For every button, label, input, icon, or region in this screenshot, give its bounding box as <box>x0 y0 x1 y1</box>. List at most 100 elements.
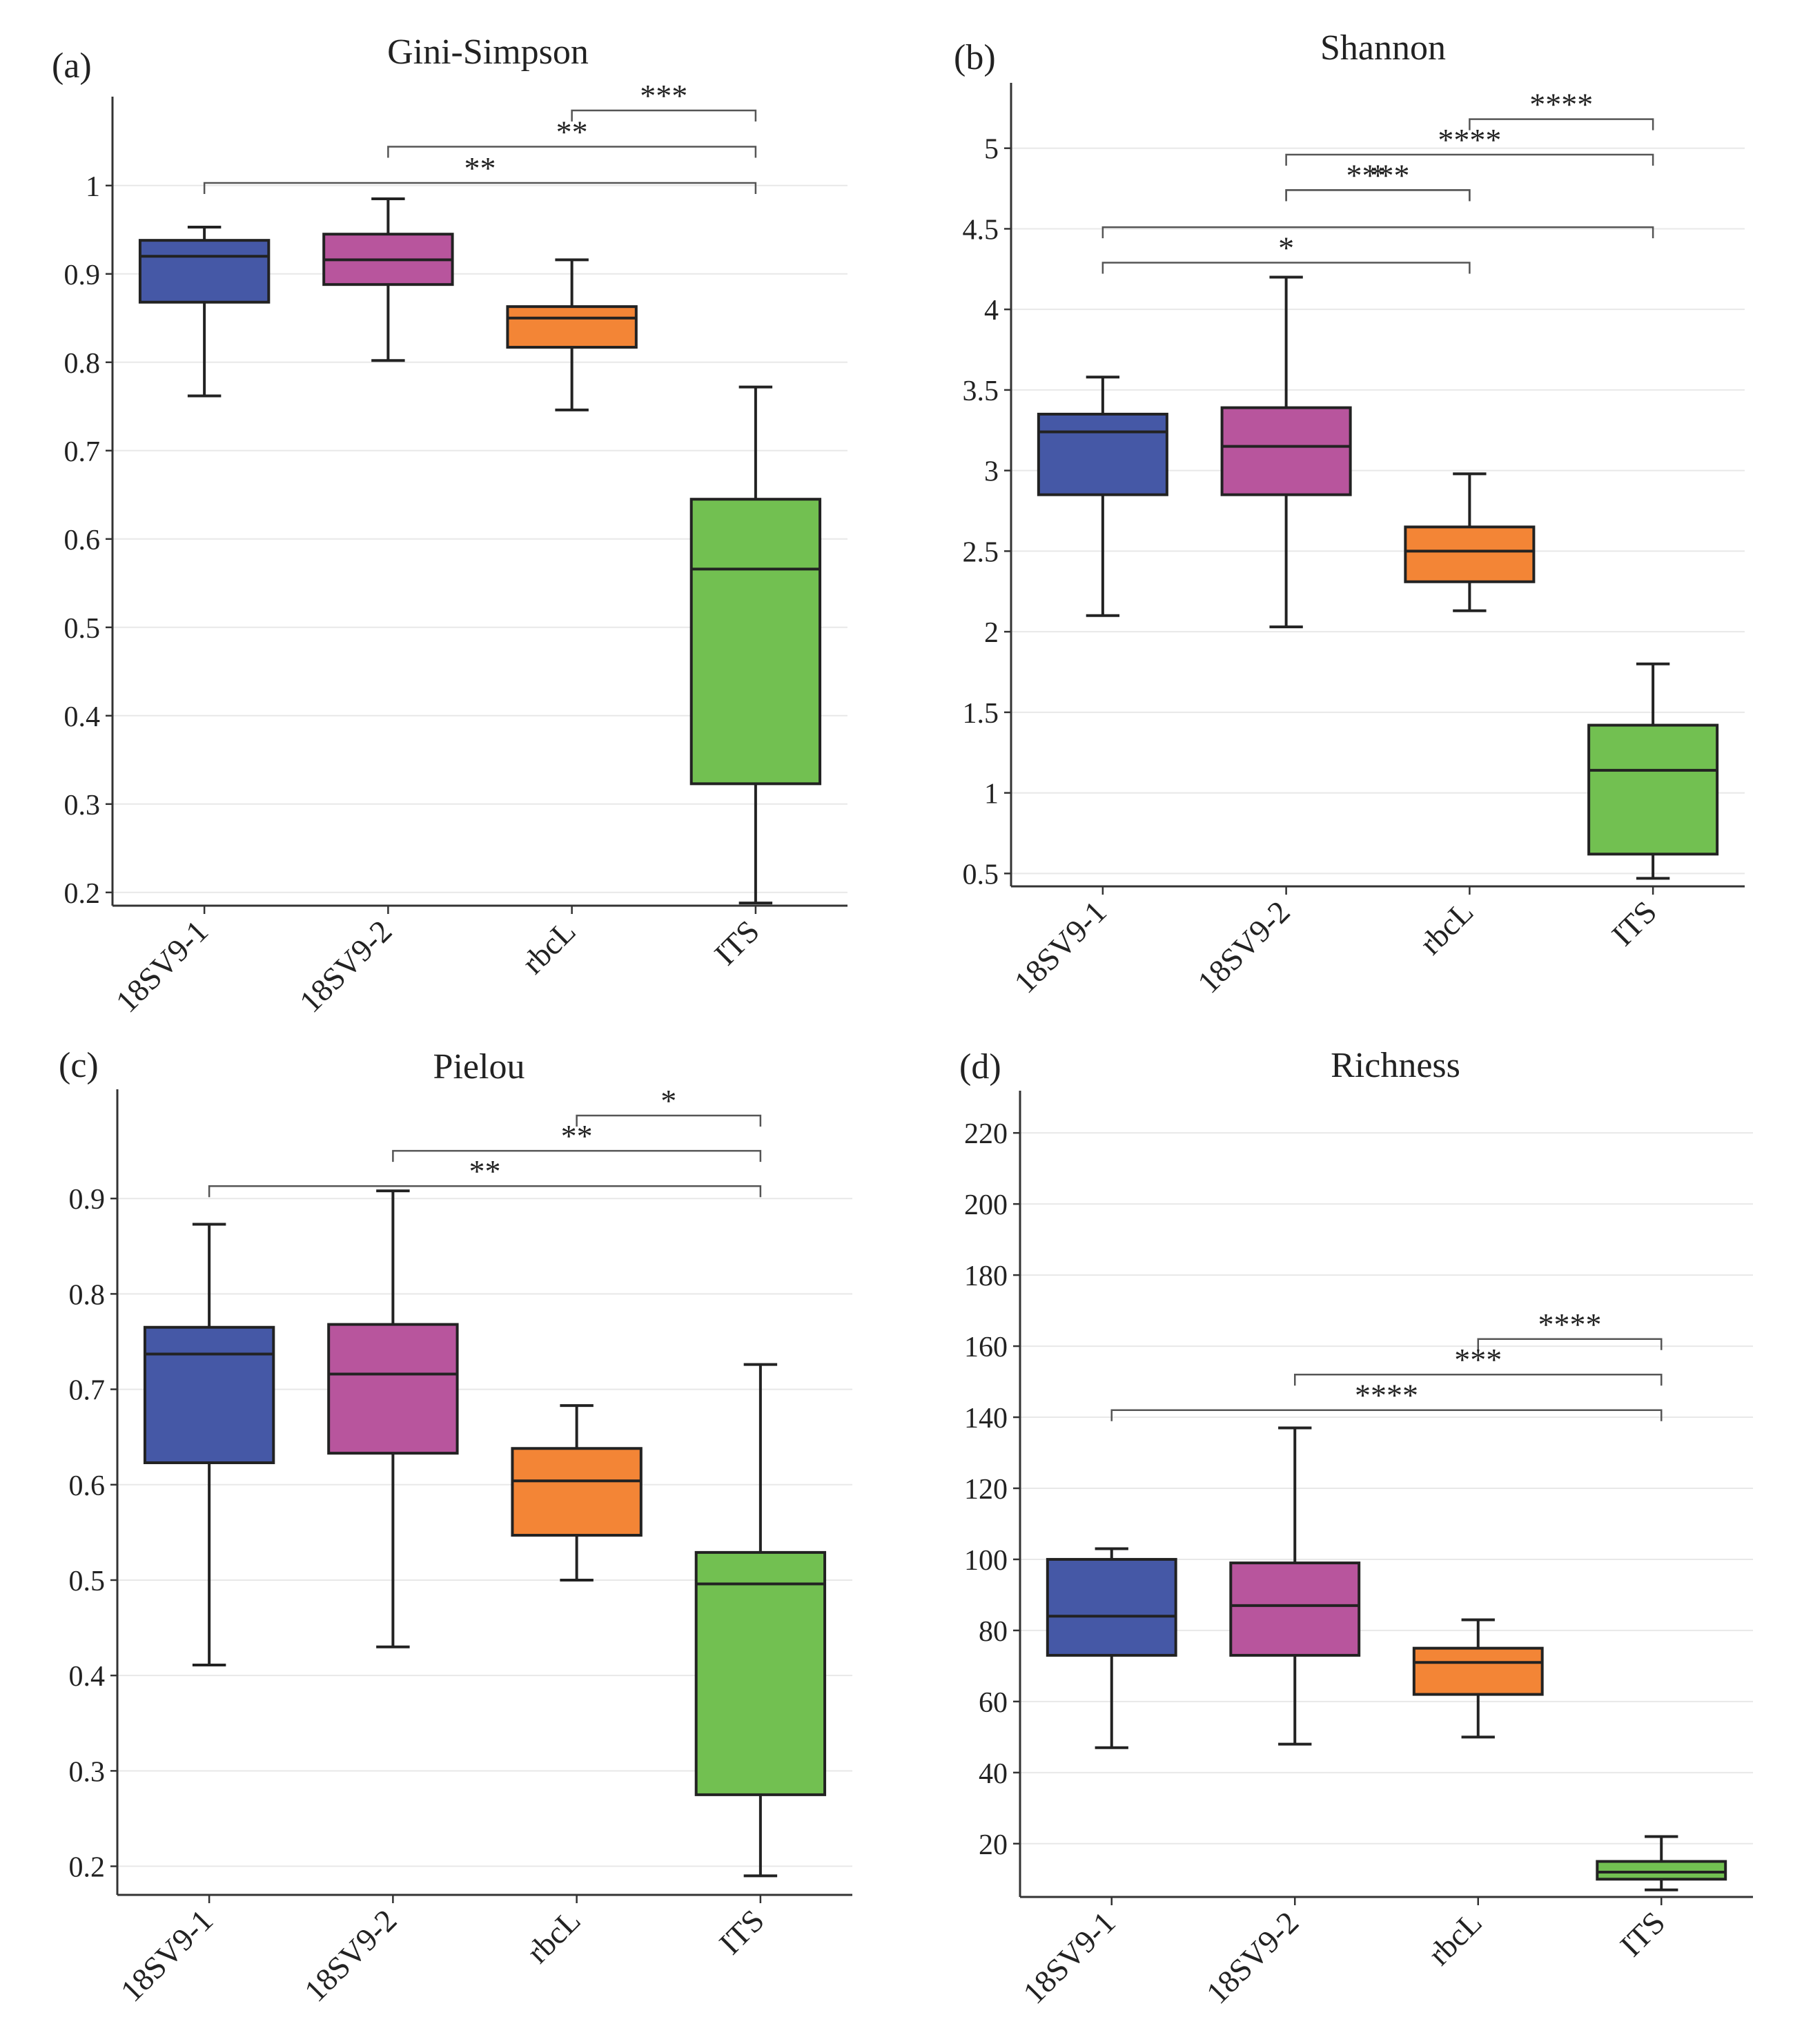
y-tick-label: 2 <box>984 617 999 649</box>
significance-bracket <box>203 182 757 194</box>
y-tick-label: 0.5 <box>69 1566 106 1597</box>
chart-title: Richness <box>1331 1046 1460 1085</box>
box-ITS <box>1596 1860 1727 1881</box>
box-18SV9-1 <box>1037 412 1168 496</box>
y-tick-label: 4 <box>984 295 999 327</box>
x-tick-label: 18SV9-1 <box>1007 894 1113 1000</box>
y-tick-label: 0.8 <box>64 348 101 380</box>
significance-bracket <box>1110 1409 1663 1421</box>
box-18SV9-2 <box>1229 1561 1361 1657</box>
box-rbcL <box>1412 1646 1544 1696</box>
significance-label: ** <box>464 150 496 186</box>
y-tick-label: 160 <box>964 1332 1008 1363</box>
x-tick-label: 18SV9-2 <box>297 1902 404 2009</box>
y-tick-label: 140 <box>964 1403 1008 1434</box>
box-18SV9-1 <box>143 1325 275 1464</box>
x-tick-label: rbcL <box>520 1902 587 1969</box>
significance-bracket <box>1294 1374 1663 1386</box>
significance-bracket <box>1101 226 1654 239</box>
significance-label: **** <box>1529 87 1593 122</box>
significance-label: **** <box>1438 122 1501 157</box>
significance-label: **** <box>1355 1378 1418 1413</box>
significance-label: ** <box>561 1118 593 1154</box>
x-tick-label: 18SV9-2 <box>1199 1905 1306 2011</box>
y-tick-label: 0.7 <box>69 1375 106 1407</box>
y-tick-label: 0.7 <box>64 436 101 468</box>
y-tick-label: 0.3 <box>69 1756 106 1788</box>
x-tick-label: 18SV9-2 <box>293 913 399 1020</box>
y-tick-label: 0.5 <box>64 613 101 645</box>
y-tick-label: 2.5 <box>963 536 999 568</box>
panel-label: (c) <box>59 1046 99 1085</box>
significance-bracket <box>387 146 757 158</box>
significance-bracket <box>576 1114 762 1127</box>
chart-title: Shannon <box>1320 28 1446 68</box>
y-tick-label: 100 <box>964 1545 1008 1577</box>
y-tick-label: 0.4 <box>64 701 101 733</box>
y-tick-label: 0.8 <box>69 1279 106 1311</box>
y-tick-label: 0.6 <box>69 1470 106 1502</box>
panel-b: (b) Shannon 0.5 1 1.5 2 2.5 3 3.5 4 4.5 5 18SV9-1 1… <box>954 28 1745 1000</box>
box-18SV9-1 <box>1046 1557 1177 1657</box>
box-ITS <box>694 1550 827 1796</box>
y-tick-label: 0.9 <box>69 1184 106 1216</box>
significance-bracket <box>1469 118 1654 130</box>
y-tick-label: 4.5 <box>963 214 999 246</box>
y-tick-label: 3.5 <box>963 376 999 407</box>
x-tick-label: rbcL <box>515 913 582 980</box>
significance-bracket <box>571 109 757 121</box>
significance-bracket <box>1285 153 1654 166</box>
y-tick-label: 20 <box>979 1829 1008 1861</box>
significance-label: **** <box>1346 157 1410 193</box>
significance-bracket <box>208 1185 762 1198</box>
y-tick-label: 180 <box>964 1261 1008 1292</box>
y-tick-label: 120 <box>964 1474 1008 1506</box>
chart-title: Gini-Simpson <box>387 32 589 72</box>
box-rbcL <box>511 1447 643 1537</box>
significance-label: * <box>1278 230 1294 265</box>
significance-bracket <box>1101 262 1471 274</box>
y-tick-label: 0.2 <box>69 1852 106 1884</box>
x-tick-label: ITS <box>1613 1905 1672 1963</box>
y-tick-label: 0.2 <box>64 878 101 910</box>
x-tick-label: ITS <box>712 1902 771 1961</box>
panel-label: (b) <box>954 38 996 77</box>
y-tick-label: 1 <box>86 171 100 203</box>
y-tick-label: 0.3 <box>64 790 101 821</box>
significance-bracket <box>1285 189 1471 202</box>
significance-label: * <box>660 1083 676 1118</box>
y-tick-label: 60 <box>979 1687 1008 1719</box>
panel-label: (a) <box>52 46 92 86</box>
x-tick-label: ITS <box>1605 894 1663 953</box>
y-tick-label: 0.6 <box>64 525 101 556</box>
x-tick-label: 18SV9-1 <box>1016 1905 1122 2011</box>
y-tick-label: 5 <box>984 134 999 166</box>
y-tick-label: 40 <box>979 1758 1008 1790</box>
x-tick-label: ITS <box>707 913 766 972</box>
x-tick-label: 18SV9-1 <box>114 1902 220 2009</box>
y-tick-label: 220 <box>964 1118 1008 1150</box>
panel-a: (a) Gini-Simpson 0.2 0.3 0.4 0.5 0.6 0.7 0.8 0.… <box>52 32 847 1020</box>
panel-label: (d) <box>959 1047 1001 1087</box>
box-ITS <box>689 498 822 786</box>
y-tick-label: 200 <box>964 1189 1008 1221</box>
chart-title: Pielou <box>433 1047 525 1087</box>
panel-c: (c) Pielou 0.2 0.3 0.4 0.5 0.6 0.7 0.8 0.9 18SV9… <box>59 1046 852 2009</box>
significance-label: **** <box>1538 1307 1602 1342</box>
x-tick-label: 18SV9-2 <box>1191 894 1297 1000</box>
y-tick-label: 80 <box>979 1616 1008 1648</box>
box-18SV9-1 <box>138 239 271 304</box>
y-tick-label: 0.5 <box>963 859 999 890</box>
box-18SV9-2 <box>1220 406 1352 496</box>
y-tick-label: 1.5 <box>963 698 999 730</box>
x-tick-label: rbcL <box>1413 894 1480 961</box>
y-tick-label: 0.4 <box>69 1661 106 1693</box>
significance-label: ** <box>556 114 588 149</box>
significance-bracket <box>1477 1338 1663 1350</box>
significance-label: *** <box>1454 1342 1502 1377</box>
box-rbcL <box>1404 525 1536 583</box>
y-tick-label: 3 <box>984 456 999 488</box>
box-rbcL <box>506 305 638 349</box>
y-tick-label: 1 <box>984 779 999 810</box>
y-tick-label: 0.9 <box>64 260 101 291</box>
